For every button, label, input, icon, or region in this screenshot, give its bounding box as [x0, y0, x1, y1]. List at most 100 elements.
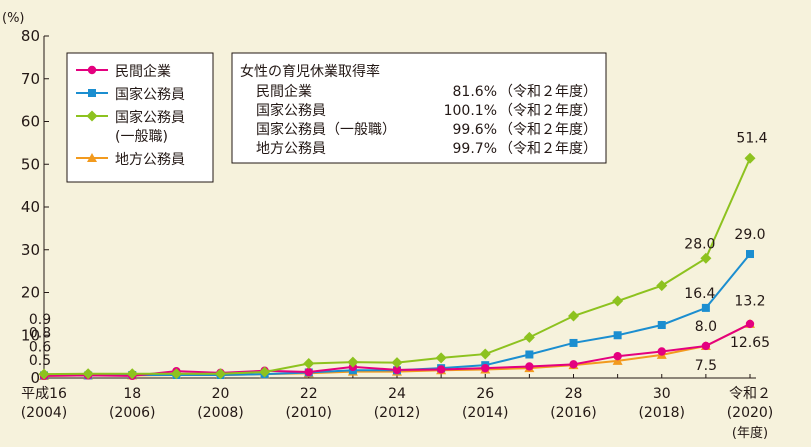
legend-label: (一般職)	[115, 129, 168, 145]
x-tick-year-label: (2010)	[285, 405, 332, 421]
series-point	[436, 365, 446, 374]
y-tick-label: 20	[21, 284, 40, 302]
x-tick-year-label: (2008)	[197, 405, 244, 421]
legend-marker	[87, 153, 97, 162]
female-rate-value: 99.7%	[453, 141, 497, 157]
x-tick-year-label: (2006)	[109, 405, 156, 421]
series-point	[391, 357, 403, 369]
female-rate-note: （令和２年度）	[499, 103, 597, 119]
series-point	[701, 341, 711, 351]
series-point	[304, 367, 313, 377]
y-tick-label: 80	[21, 27, 40, 45]
female-rate-value: 99.6%	[453, 122, 497, 138]
series-point	[170, 368, 182, 380]
series-point	[612, 295, 624, 307]
series-point	[126, 368, 138, 380]
female-rate-row: 国家公務員（一般職） 99.6% （令和２年度）	[256, 121, 597, 138]
x-tick-label: 30	[653, 386, 671, 402]
data-label: 0.5	[29, 353, 51, 369]
data-label: 13.2	[734, 294, 765, 310]
series-point	[525, 362, 534, 371]
x-tick-label: 22	[300, 386, 318, 402]
female-rate-value: 81.6%	[453, 84, 497, 100]
y-tick-label: 30	[21, 241, 40, 259]
legend-marker	[88, 89, 96, 97]
legend-label: 国家公務員	[115, 109, 185, 126]
series-point	[701, 303, 710, 312]
data-label: 29.0	[734, 227, 765, 243]
series-line	[43, 157, 751, 376]
female-rate-value: 100.1%	[444, 103, 497, 119]
y-tick-label: 60	[21, 113, 40, 131]
x-tick-year-label: (2020)	[727, 405, 774, 421]
legend-item: 国家公務員 (一般職)	[76, 109, 185, 145]
y-tick-label: 70	[21, 70, 40, 88]
female-rate-label: 国家公務員	[256, 102, 326, 119]
data-label: 12.65	[730, 335, 770, 351]
series-point	[569, 338, 578, 347]
annotation-layer: 0.90.80.60.5 51.4 29.0 28.0 16.4 13.2 8.0 7.5 12…	[29, 130, 770, 374]
series-point	[259, 366, 271, 378]
legend-item: 民間企業	[76, 63, 171, 80]
legend-item: 国家公務員	[76, 86, 185, 103]
data-label: 28.0	[684, 236, 715, 252]
legend-marker	[86, 110, 98, 122]
series-point	[303, 357, 315, 369]
data-label: 0.6	[29, 339, 51, 355]
x-tick-year-label: (2018)	[638, 405, 685, 421]
x-tick-year-label: (2004)	[21, 405, 68, 421]
y-tick-label: 50	[21, 155, 40, 173]
series-point	[481, 363, 490, 373]
series-point	[38, 368, 50, 380]
female-rate-note: （令和２年度）	[499, 122, 597, 138]
legend-item: 地方公務員	[76, 152, 185, 168]
female-rate-note: （令和２年度）	[499, 84, 597, 100]
series-point	[657, 320, 666, 329]
female-rate-label: 国家公務員（一般職）	[256, 121, 396, 138]
x-tick-label: 20	[212, 386, 230, 402]
y-tick-label: 40	[21, 198, 40, 216]
series-point	[657, 347, 666, 356]
series-point	[746, 250, 754, 259]
series-point	[613, 351, 622, 361]
x-tick-year-label: (2012)	[374, 405, 421, 421]
x-tick-year-label: (2016)	[550, 405, 597, 421]
x-tick-label: 28	[565, 386, 583, 402]
data-label: 0.8	[29, 326, 51, 342]
chart-axes: (%) 0 10 20 30 40 50 60 70 80 平成16 (2004) 18 (2006) 20…	[2, 11, 773, 441]
series-point	[82, 368, 94, 380]
y-tick-label: 10	[21, 326, 40, 344]
data-label: 51.4	[736, 130, 767, 146]
data-label: 7.5	[695, 358, 717, 374]
female-rate-label: 地方公務員	[256, 141, 326, 157]
female-rate-row: 国家公務員 100.1% （令和２年度）	[256, 102, 597, 119]
female-rate-box-frame	[231, 52, 607, 164]
series-point	[700, 252, 712, 264]
series-point	[347, 356, 359, 368]
series-layer	[38, 152, 756, 381]
x-axis-unit-label: (年度)	[732, 425, 768, 441]
series-point	[613, 331, 622, 340]
series-point	[745, 319, 755, 329]
legend-label: 民間企業	[115, 63, 171, 80]
series-point	[744, 152, 756, 164]
x-tick-year-label: (2014)	[462, 405, 509, 421]
x-tick-label: 令和２	[729, 386, 771, 402]
female-rate-row: 地方公務員 99.7% （令和２年度）	[256, 141, 597, 157]
series-point	[479, 348, 491, 360]
series-point	[392, 365, 402, 375]
legend-label: 国家公務員	[115, 86, 185, 103]
female-rate-note: （令和２年度）	[499, 141, 597, 157]
series-4	[38, 152, 756, 380]
x-tick-label: 平成16	[21, 386, 67, 402]
female-rate-title: 女性の育児休業取得率	[240, 63, 380, 80]
series-point	[656, 280, 668, 292]
female-rate-label: 民間企業	[256, 83, 312, 100]
legend-label: 地方公務員	[115, 152, 185, 168]
series-point	[568, 310, 579, 322]
x-tick-label: 26	[476, 386, 494, 402]
series-point	[612, 355, 623, 365]
data-label: 8.0	[695, 319, 717, 335]
